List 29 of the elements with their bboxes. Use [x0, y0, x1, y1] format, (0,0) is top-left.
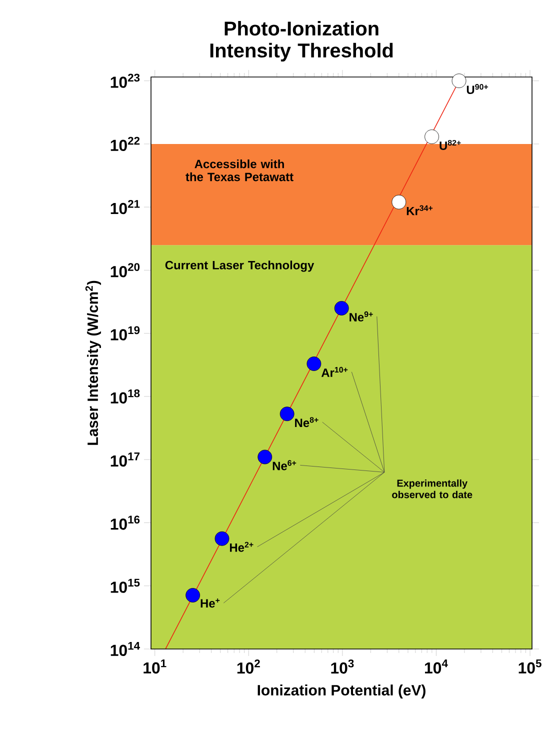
y-tick-label: 10$^{21}$: [110, 200, 140, 214]
y-tick-label: 10$^{18}$: [110, 389, 140, 404]
x-tick-label: 10$^{3}$: [331, 659, 354, 674]
x-tick-label: 10$^{1}$: [144, 660, 166, 674]
y-tick-label: 10$^{20}$: [110, 263, 140, 278]
y-axis-title: Laser Intensity (W/cm$^{2}$): [85, 280, 101, 445]
annotation: Ne$^{8+}$: [295, 417, 318, 428]
y-tick-label: 10$^{22}$: [110, 136, 140, 152]
annotation: Experimentally observed to date: [392, 479, 472, 498]
annotation: Ne$^{9+}$: [350, 311, 373, 322]
x-tick-label: 10$^{5}$: [518, 660, 542, 674]
y-tick-label: 10$^{23}$: [110, 74, 140, 88]
annotation: Ne$^{6+}$: [272, 460, 296, 470]
y-tick-label: 10$^{19}$: [110, 326, 140, 340]
band-label: Current Laser Technology: [165, 260, 314, 272]
annotation: He$^{+}$: [200, 598, 220, 608]
y-tick-label: 10$^{15}$: [110, 578, 140, 593]
y-tick-label: 10$^{16}$: [110, 516, 140, 530]
chart-title: Photo-Ionization Intensity Threshold: [210, 20, 393, 62]
annotation: Ar$^{10+}$: [321, 366, 348, 377]
annotation: Kr$^{34+}$: [406, 205, 433, 216]
x-axis-title: Ionization Potential (eV): [258, 684, 426, 698]
annotation: He$^{2+}$: [230, 542, 254, 552]
annotation: U$^{90+}$: [466, 84, 488, 94]
x-tick-label: 10$^{2}$: [237, 659, 260, 674]
x-tick-label: 10$^{4}$: [425, 660, 448, 674]
band-label: Accessible with the Texas Petawatt: [186, 159, 294, 182]
y-tick-label: 10$^{17}$: [110, 452, 140, 467]
y-tick-label: 10$^{14}$: [110, 642, 140, 656]
